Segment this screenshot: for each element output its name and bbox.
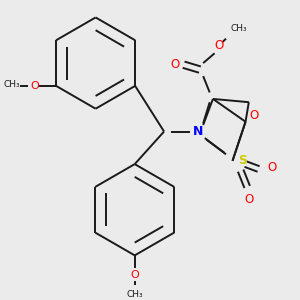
Text: O: O: [249, 109, 258, 122]
Text: O: O: [215, 39, 224, 52]
Text: S: S: [238, 154, 247, 167]
Text: O: O: [171, 58, 180, 71]
Text: N: N: [193, 125, 203, 138]
Text: CH₃: CH₃: [126, 290, 143, 299]
Text: O: O: [267, 161, 276, 174]
Text: CH₃: CH₃: [231, 24, 247, 33]
Text: CH₃: CH₃: [4, 80, 20, 89]
Text: O: O: [130, 270, 139, 280]
Text: O: O: [244, 194, 254, 206]
Text: O: O: [31, 81, 39, 91]
